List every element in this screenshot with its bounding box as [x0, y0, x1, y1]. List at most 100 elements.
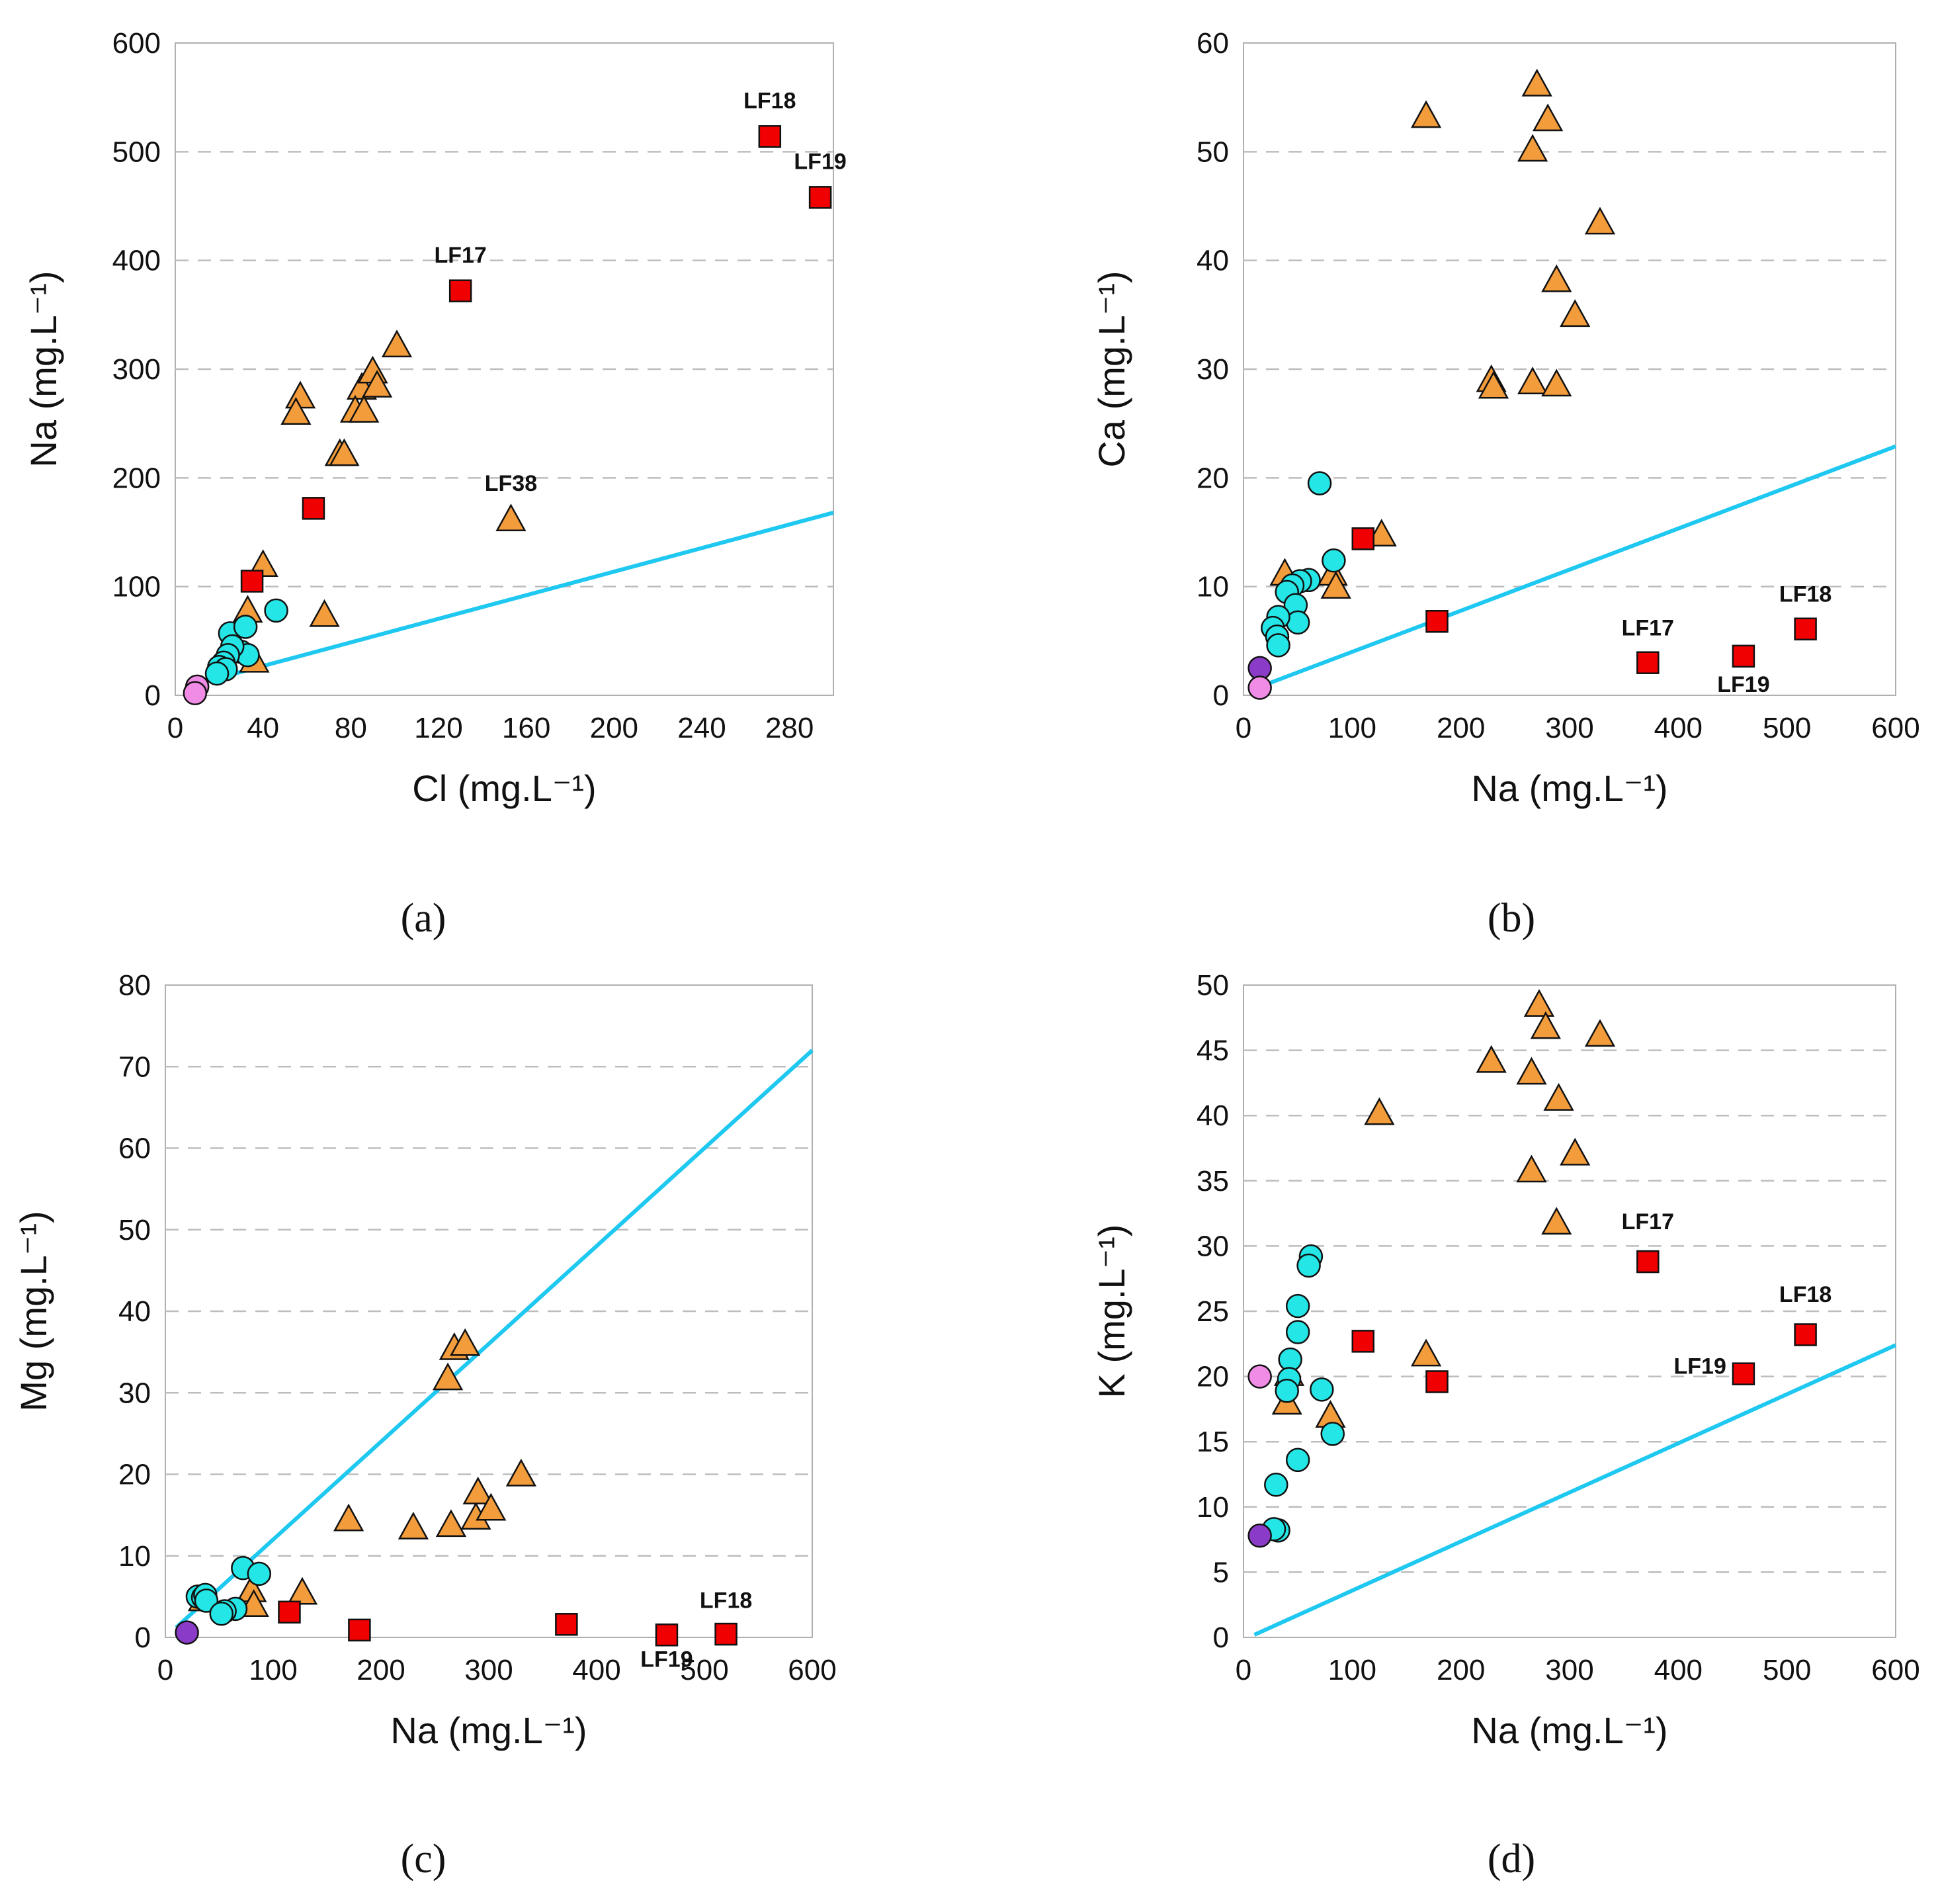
triangle-point [1410, 1338, 1442, 1367]
circle-point [1247, 1523, 1272, 1548]
y-tick-label: 50 [118, 1214, 151, 1246]
y-tick-label: 200 [112, 462, 161, 494]
y-tick-label: 15 [1197, 1426, 1229, 1458]
y-tick-label: 25 [1197, 1295, 1229, 1328]
y-tick-label: 10 [118, 1540, 151, 1573]
square-point [1425, 610, 1449, 633]
x-tick-label: 100 [1328, 712, 1376, 744]
panel-label-b: (b) [1488, 896, 1535, 941]
square-point [1351, 1330, 1375, 1353]
x-tick-label: 500 [1763, 712, 1811, 744]
panel-label-c: (c) [401, 1837, 446, 1882]
x-tick-label: 0 [167, 712, 183, 744]
triangle-point [1533, 103, 1564, 132]
x-tick-label: 600 [1871, 712, 1919, 744]
y-tick-label: 5 [1213, 1556, 1229, 1588]
triangle-point [1366, 519, 1397, 547]
circle-point [1307, 471, 1332, 496]
y-tick-label: 60 [1197, 27, 1229, 60]
square-point [278, 1600, 301, 1624]
point-annotation: LF18 [1779, 582, 1832, 607]
x-tick-label: 200 [590, 712, 638, 744]
y-tick-label: 20 [1197, 462, 1229, 494]
triangle-point [1517, 134, 1548, 162]
triangle-point [1523, 988, 1555, 1017]
x-tick-label: 400 [1654, 712, 1703, 744]
circle-point [1285, 1320, 1310, 1344]
point-annotation: LF19 [1717, 672, 1769, 697]
reference-line [1253, 1343, 1897, 1637]
triangle-point [1517, 367, 1548, 394]
x-tick-label: 240 [677, 712, 726, 744]
triangle-point [432, 1362, 464, 1391]
triangle-point [349, 394, 380, 423]
y-tick-label: 10 [1197, 1491, 1229, 1524]
circle-point [1247, 675, 1272, 700]
point-annotation: LF38 [485, 471, 537, 496]
y-tick-label: 0 [1213, 1622, 1229, 1654]
triangle-point [450, 1328, 481, 1356]
point-annotation: LF17 [434, 243, 486, 268]
y-tick-label: 40 [1197, 1100, 1229, 1132]
y-tick-label: 50 [1197, 136, 1229, 168]
square-point [240, 570, 264, 593]
triangle-point [1541, 264, 1572, 292]
x-tick-label: 600 [788, 1654, 836, 1686]
x-tick-label: 200 [1437, 712, 1485, 744]
square-point [448, 279, 472, 302]
reference-line [1253, 444, 1897, 691]
circle-point [209, 1602, 234, 1626]
circle-point [1285, 1448, 1310, 1473]
reference-line [185, 511, 834, 689]
circle-point [1275, 1379, 1299, 1403]
triangle-point [1521, 68, 1552, 97]
x-tick-label: 300 [1545, 1654, 1593, 1686]
y-tick-label: 300 [112, 353, 161, 386]
x-axis-label: Na (mg.L⁻¹) [1471, 1709, 1667, 1751]
square-point [1425, 1370, 1449, 1393]
square-point [655, 1623, 679, 1647]
triangle-point [1560, 299, 1591, 327]
square-point [1794, 1323, 1817, 1346]
triangle-point [1516, 1057, 1547, 1085]
triangle-point [1560, 1137, 1591, 1166]
y-tick-label: 70 [118, 1051, 151, 1083]
x-axis-label: Na (mg.L⁻¹) [390, 1709, 587, 1751]
square-point [758, 125, 782, 148]
x-tick-label: 200 [357, 1654, 405, 1686]
y-tick-label: 20 [1197, 1361, 1229, 1393]
square-point [555, 1613, 578, 1636]
triangle-point [1516, 1154, 1547, 1183]
y-tick-label: 30 [1197, 353, 1229, 386]
triangle-point [1584, 206, 1616, 235]
triangle-point [1476, 1045, 1507, 1073]
triangle-point [435, 1509, 467, 1537]
triangle-point [462, 1477, 493, 1504]
circle-point [1310, 1377, 1334, 1402]
triangle-point [1584, 1019, 1616, 1047]
circle-point [1320, 1422, 1345, 1446]
square-point [348, 1618, 371, 1642]
point-annotation: LF18 [743, 89, 796, 114]
square-point [1636, 651, 1660, 674]
x-tick-label: 500 [680, 1654, 728, 1686]
triangle-point [362, 370, 393, 398]
x-tick-label: 160 [502, 712, 550, 744]
x-axis-label: Cl (mg.L⁻¹) [412, 767, 596, 809]
triangle-point [309, 599, 340, 627]
triangle-point [1320, 571, 1351, 599]
x-tick-label: 0 [1236, 1654, 1251, 1686]
x-tick-label: 400 [1654, 1654, 1703, 1686]
x-tick-label: 300 [464, 1654, 513, 1686]
square-point [1794, 617, 1817, 641]
circle-point [175, 1620, 199, 1645]
x-tick-label: 80 [335, 712, 367, 744]
point-annotation: LF18 [1779, 1282, 1832, 1307]
y-tick-label: 500 [112, 136, 161, 168]
y-tick-label: 400 [112, 245, 161, 277]
point-annotation: LF19 [640, 1647, 693, 1672]
triangle-point [398, 1512, 429, 1539]
x-tick-label: 120 [414, 712, 462, 744]
